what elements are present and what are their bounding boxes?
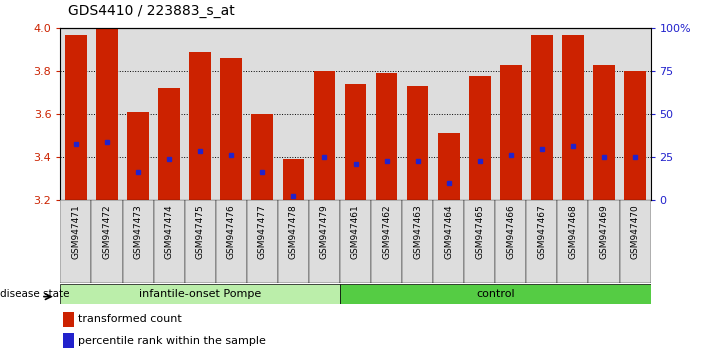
Text: GSM947474: GSM947474 bbox=[165, 204, 173, 259]
Bar bbox=[122, 28, 154, 200]
Bar bbox=[500, 65, 522, 200]
Bar bbox=[619, 200, 651, 283]
Bar bbox=[60, 284, 340, 304]
Text: percentile rank within the sample: percentile rank within the sample bbox=[78, 336, 266, 346]
Bar bbox=[469, 75, 491, 200]
Bar bbox=[127, 112, 149, 200]
Bar bbox=[371, 28, 402, 200]
Text: infantile-onset Pompe: infantile-onset Pompe bbox=[139, 289, 262, 299]
Text: GSM947477: GSM947477 bbox=[258, 204, 267, 259]
Bar bbox=[189, 52, 211, 200]
Bar bbox=[92, 200, 122, 283]
Bar bbox=[60, 200, 92, 283]
Bar bbox=[185, 28, 215, 200]
Text: GSM947465: GSM947465 bbox=[475, 204, 484, 259]
Bar bbox=[557, 28, 589, 200]
Text: GSM947473: GSM947473 bbox=[134, 204, 143, 259]
Text: GSM947467: GSM947467 bbox=[538, 204, 546, 259]
Bar bbox=[464, 200, 496, 283]
Bar bbox=[309, 28, 340, 200]
Bar bbox=[496, 200, 526, 283]
Bar bbox=[247, 200, 278, 283]
Bar bbox=[402, 28, 433, 200]
Bar bbox=[433, 200, 464, 283]
Bar bbox=[557, 200, 589, 283]
Bar bbox=[63, 312, 74, 327]
Bar bbox=[278, 28, 309, 200]
Text: GSM947469: GSM947469 bbox=[599, 204, 609, 259]
Bar bbox=[619, 28, 651, 200]
Bar bbox=[96, 28, 118, 200]
Text: GSM947476: GSM947476 bbox=[227, 204, 236, 259]
Text: control: control bbox=[476, 289, 515, 299]
Bar bbox=[314, 71, 336, 200]
Bar bbox=[215, 200, 247, 283]
Bar bbox=[345, 84, 366, 200]
Text: GSM947462: GSM947462 bbox=[382, 204, 391, 259]
Bar bbox=[309, 200, 340, 283]
Bar bbox=[375, 73, 397, 200]
Bar bbox=[624, 71, 646, 200]
Text: GSM947475: GSM947475 bbox=[196, 204, 205, 259]
Bar bbox=[496, 28, 526, 200]
Bar bbox=[247, 28, 278, 200]
Text: GSM947464: GSM947464 bbox=[444, 204, 453, 259]
Bar bbox=[402, 200, 433, 283]
Text: GSM947468: GSM947468 bbox=[568, 204, 577, 259]
Bar bbox=[159, 88, 180, 200]
Text: GSM947470: GSM947470 bbox=[631, 204, 639, 259]
Text: GSM947479: GSM947479 bbox=[320, 204, 329, 259]
Bar bbox=[278, 200, 309, 283]
Bar bbox=[526, 200, 557, 283]
Text: GSM947461: GSM947461 bbox=[351, 204, 360, 259]
Bar bbox=[531, 35, 552, 200]
Text: transformed count: transformed count bbox=[78, 314, 182, 325]
Text: GSM947478: GSM947478 bbox=[289, 204, 298, 259]
Bar bbox=[252, 114, 273, 200]
Bar bbox=[340, 284, 651, 304]
Bar bbox=[65, 35, 87, 200]
Bar bbox=[464, 28, 496, 200]
Text: disease state: disease state bbox=[0, 289, 70, 299]
Bar bbox=[589, 200, 619, 283]
Text: GSM947472: GSM947472 bbox=[102, 204, 112, 259]
Bar bbox=[407, 86, 429, 200]
Bar bbox=[433, 28, 464, 200]
Text: GDS4410 / 223883_s_at: GDS4410 / 223883_s_at bbox=[68, 4, 235, 18]
Bar bbox=[438, 133, 459, 200]
Bar bbox=[593, 65, 615, 200]
Bar bbox=[371, 200, 402, 283]
Text: GSM947463: GSM947463 bbox=[413, 204, 422, 259]
Bar bbox=[282, 159, 304, 200]
Bar bbox=[122, 200, 154, 283]
Bar bbox=[154, 200, 185, 283]
Bar bbox=[220, 58, 242, 200]
Bar bbox=[340, 28, 371, 200]
Bar bbox=[60, 28, 92, 200]
Bar bbox=[92, 28, 122, 200]
Text: GSM947466: GSM947466 bbox=[506, 204, 515, 259]
Bar bbox=[63, 333, 74, 348]
Bar bbox=[340, 200, 371, 283]
Bar bbox=[215, 28, 247, 200]
Bar bbox=[154, 28, 185, 200]
Text: GSM947471: GSM947471 bbox=[72, 204, 80, 259]
Bar bbox=[562, 35, 584, 200]
Bar bbox=[185, 200, 215, 283]
Bar bbox=[589, 28, 619, 200]
Bar bbox=[526, 28, 557, 200]
